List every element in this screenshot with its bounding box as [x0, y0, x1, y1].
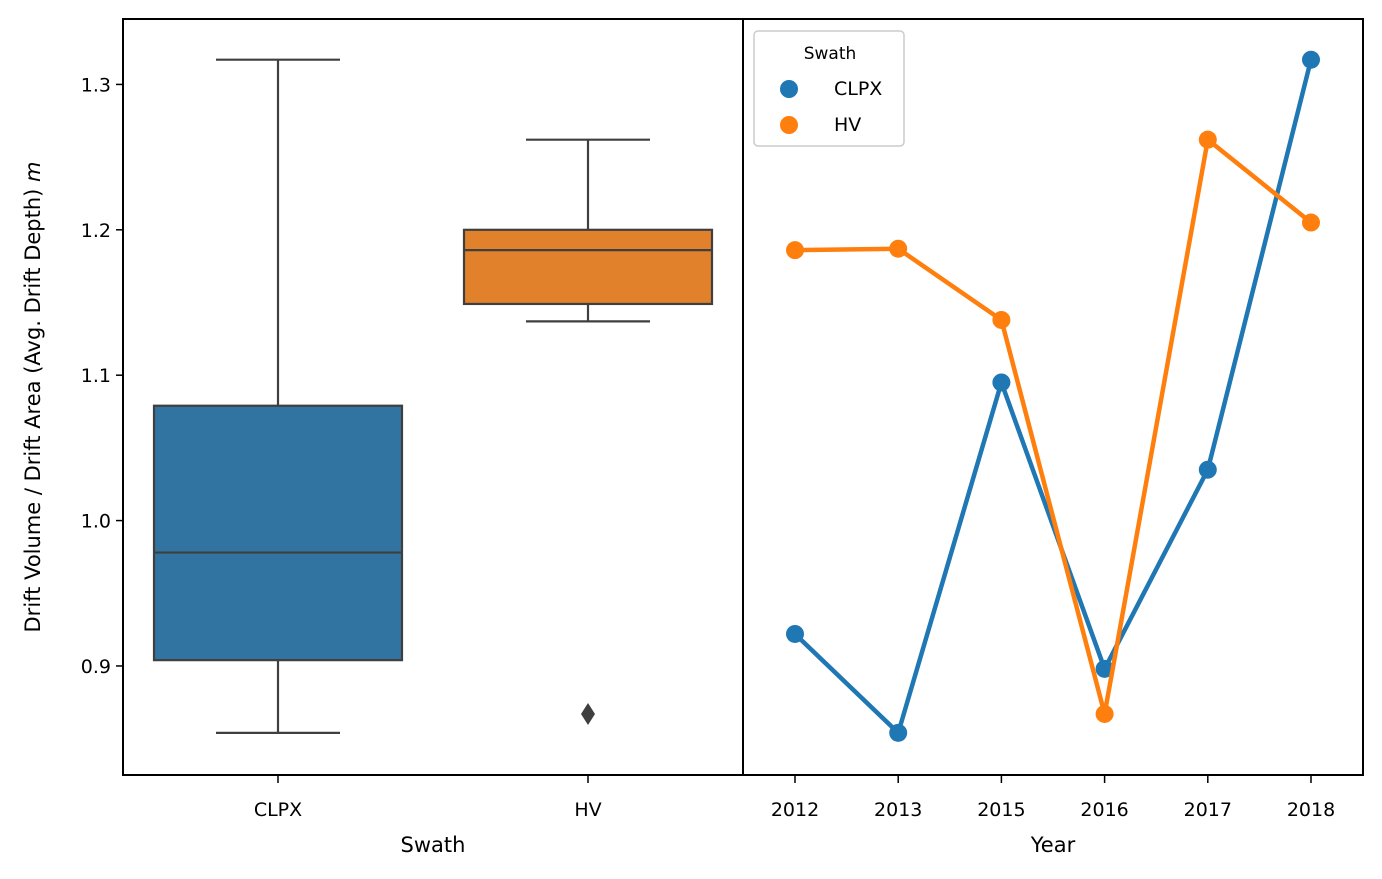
legend-title: Swath [804, 44, 857, 64]
y-tick-label: 0.9 [81, 656, 111, 678]
box-plot-panel: 0.9 1.0 1.1 1.2 1.3 CLPX HV Swath Drift Volum… [21, 18, 744, 857]
data-point [889, 239, 908, 258]
line-x-axis-ticks: 2012 2013 2015 2016 2017 2018 [771, 775, 1335, 821]
legend-label-clpx: CLPX [834, 78, 882, 100]
data-point [786, 624, 804, 643]
data-point [1198, 130, 1217, 149]
y-tick-label: 1.1 [81, 365, 111, 387]
x-tick-label: 2016 [1080, 799, 1128, 821]
series-line [792, 137, 1314, 717]
line-x-axis-title: Year [1030, 833, 1076, 857]
box-hv [462, 138, 714, 725]
data-point [1302, 50, 1320, 69]
box-clpx [152, 58, 404, 734]
legend-marker-clpx [780, 80, 798, 98]
box-marks [152, 58, 714, 734]
x-tick-label: 2012 [771, 799, 819, 821]
box-body [152, 404, 404, 662]
data-point [992, 310, 1011, 329]
data-point [1302, 213, 1320, 232]
y-axis-title: Drift Volume / Drift Area (Avg. Drift De… [21, 162, 45, 633]
x-tick-label: 2018 [1287, 799, 1335, 821]
data-point [1095, 659, 1114, 678]
x-tick-label: 2015 [977, 799, 1025, 821]
outlier-marker [581, 702, 595, 725]
x-tick-label: 2017 [1184, 799, 1232, 821]
series-hv [786, 130, 1320, 723]
line-plot-panel: 2012 2013 2015 2016 2017 2018 Year Swath CLPX… [742, 18, 1364, 857]
y-axis-ticks: 0.9 1.0 1.1 1.2 1.3 [81, 74, 123, 678]
box-x-axis-ticks: CLPX HV [254, 775, 602, 821]
legend: Swath CLPX HV [753, 30, 905, 147]
legend-label-hv: HV [834, 114, 861, 136]
data-point [786, 241, 804, 260]
data-point [992, 373, 1011, 392]
x-tick-label: 2013 [874, 799, 922, 821]
x-tick-label: HV [574, 799, 601, 821]
line-plot-frame [742, 18, 1364, 776]
y-axis-title-text: Drift Volume / Drift Area (Avg. Drift De… [21, 182, 45, 633]
legend-marker-hv [780, 116, 798, 134]
data-point [1095, 704, 1114, 723]
y-axis-title-unit: m [21, 162, 45, 182]
box-body [462, 228, 714, 306]
y-tick-label: 1.0 [81, 511, 111, 533]
data-point [889, 723, 908, 742]
box-x-axis-title: Swath [401, 833, 466, 857]
x-tick-label: CLPX [254, 799, 302, 821]
y-tick-label: 1.3 [81, 74, 111, 96]
line-marks [786, 50, 1320, 742]
y-tick-label: 1.2 [81, 220, 111, 242]
data-point [1198, 460, 1217, 479]
